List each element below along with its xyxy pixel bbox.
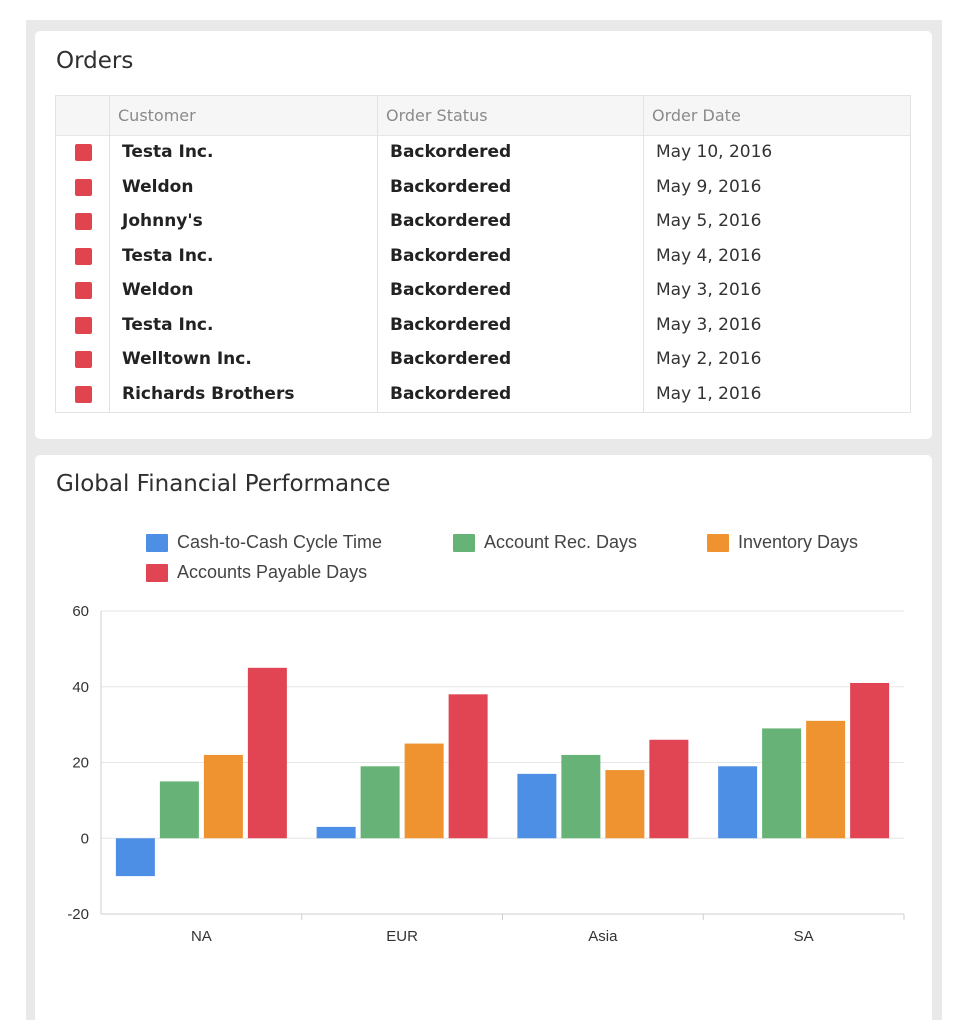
bar[interactable] — [115, 838, 155, 877]
bar[interactable] — [605, 770, 645, 839]
y-tick-label: 0 — [81, 830, 89, 847]
column-divider — [643, 96, 644, 412]
legend-label: Account Rec. Days — [484, 532, 638, 552]
table-row[interactable]: Testa Inc. Backordered May 10, 2016 — [56, 136, 910, 170]
x-tick-label: SA — [794, 928, 814, 945]
status-flag-icon — [75, 144, 92, 161]
cell-order-date: May 3, 2016 — [656, 280, 762, 300]
bar[interactable] — [159, 781, 199, 839]
cell-order-status: Backordered — [390, 280, 512, 300]
cell-order-status: Backordered — [390, 142, 512, 162]
status-flag-icon — [75, 282, 92, 299]
financial-performance-title: Global Financial Performance — [56, 471, 391, 497]
cell-customer: Weldon — [122, 176, 194, 197]
table-row[interactable]: Welltown Inc. Backordered May 2, 2016 — [56, 343, 910, 377]
legend-label: Accounts Payable Days — [177, 562, 368, 582]
x-tick-label: Asia — [588, 928, 618, 945]
legend-label: Inventory Days — [738, 532, 859, 552]
bar[interactable] — [517, 773, 557, 839]
cell-customer: Welltown Inc. — [122, 349, 252, 369]
bar[interactable] — [762, 728, 802, 839]
bar-chart: -20 0 20 40 60 NA EUR Asia SA — [67, 603, 905, 945]
bar[interactable] — [316, 826, 356, 839]
legend-swatch — [707, 534, 729, 552]
status-flag-icon — [75, 247, 92, 265]
bar[interactable] — [561, 754, 601, 839]
cell-customer: Richards Brothers — [122, 383, 295, 404]
bar[interactable] — [649, 739, 689, 839]
cell-customer: Testa Inc. — [122, 314, 214, 335]
y-tick-label: 40 — [72, 679, 89, 696]
legend-swatch — [146, 534, 168, 552]
bar[interactable] — [806, 720, 846, 839]
cell-order-date: May 9, 2016 — [656, 176, 762, 197]
legend-swatch — [453, 534, 475, 552]
column-header-order-status[interactable]: Order Status — [386, 106, 488, 125]
table-row[interactable]: Richards Brothers Backordered May 1, 2016 — [56, 378, 910, 412]
status-flag-icon — [75, 385, 92, 403]
financial-performance-card: Global Financial Performance Cash-to-Cas… — [35, 455, 932, 1020]
column-header-order-date[interactable]: Order Date — [652, 106, 741, 125]
cell-order-date: May 1, 2016 — [656, 383, 762, 404]
status-flag-icon — [75, 316, 92, 334]
orders-title: Orders — [56, 48, 134, 74]
y-tick-label: 60 — [72, 603, 89, 620]
cell-order-date: May 4, 2016 — [656, 245, 762, 266]
bar[interactable] — [448, 694, 488, 839]
table-row[interactable]: Johnny's Backordered May 5, 2016 — [56, 205, 910, 239]
status-flag-icon — [75, 351, 92, 368]
cell-order-status: Backordered — [390, 176, 512, 197]
bar[interactable] — [247, 667, 287, 839]
cell-customer: Weldon — [122, 280, 194, 300]
legend-swatch — [146, 564, 168, 582]
cell-customer: Johnny's — [122, 211, 203, 231]
y-tick-label: 20 — [72, 755, 89, 772]
cell-customer: Testa Inc. — [122, 245, 214, 266]
legend-label: Cash-to-Cash Cycle Time — [177, 532, 383, 552]
x-tick-label: EUR — [386, 928, 418, 945]
cell-order-status: Backordered — [390, 314, 512, 335]
orders-card: Orders Customer Order Status Order Date … — [35, 31, 932, 439]
orders-table-header: Customer Order Status Order Date — [56, 96, 910, 136]
cell-order-status: Backordered — [390, 245, 512, 266]
table-row[interactable]: Weldon Backordered May 9, 2016 — [56, 171, 910, 205]
x-tick-label: NA — [191, 928, 212, 945]
cell-order-date: May 2, 2016 — [656, 349, 762, 369]
bar[interactable] — [203, 754, 243, 839]
bar[interactable] — [404, 743, 444, 839]
cell-order-status: Backordered — [390, 211, 512, 231]
column-divider — [109, 96, 110, 412]
cell-order-date: May 5, 2016 — [656, 211, 762, 231]
cell-order-date: May 10, 2016 — [656, 142, 773, 162]
table-row[interactable]: Testa Inc. Backordered May 3, 2016 — [56, 309, 910, 343]
column-header-customer[interactable]: Customer — [118, 106, 196, 125]
cell-customer: Testa Inc. — [122, 142, 214, 162]
table-row[interactable]: Testa Inc. Backordered May 4, 2016 — [56, 240, 910, 274]
cell-order-status: Backordered — [390, 383, 512, 404]
y-tick-label: -20 — [67, 906, 89, 923]
status-flag-icon — [75, 178, 92, 196]
cell-order-status: Backordered — [390, 349, 512, 369]
bar[interactable] — [850, 682, 890, 839]
bar[interactable] — [360, 766, 400, 839]
column-divider — [377, 96, 378, 412]
table-row[interactable]: Weldon Backordered May 3, 2016 — [56, 274, 910, 308]
cell-order-date: May 3, 2016 — [656, 314, 762, 335]
bar[interactable] — [718, 766, 758, 839]
status-flag-icon — [75, 213, 92, 230]
orders-table: Customer Order Status Order Date Testa I… — [55, 95, 911, 413]
